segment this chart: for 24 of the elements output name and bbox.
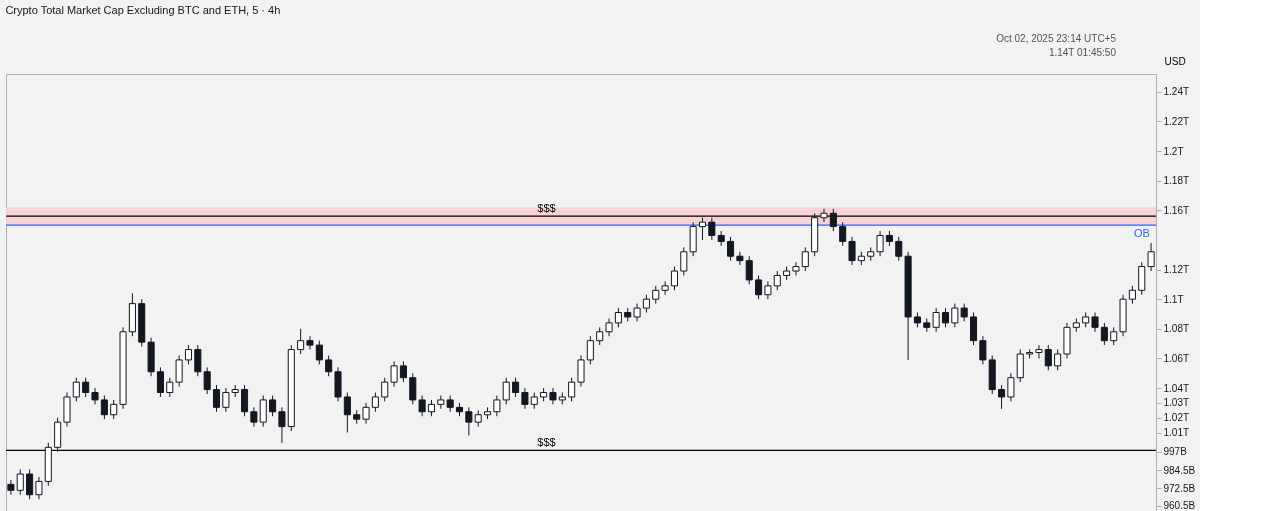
y-tick-label: 1.02T	[1163, 412, 1190, 424]
ref-line-label: $$$	[537, 202, 556, 215]
chart-title: Crypto Total Market Cap Excluding BTC and ETH, 5 · 4h	[5, 4, 281, 16]
ref-line-label: OB	[1134, 227, 1150, 240]
y-tick-label: 1.04T	[1163, 382, 1190, 394]
y-tick-label: 1.2T	[1163, 145, 1184, 157]
y-tick-label: 1.01T	[1163, 427, 1190, 439]
y-tick-label: 1.08T	[1163, 323, 1190, 335]
text: 1.14T 01:45:50	[1048, 47, 1117, 58]
ref-line-label: $$$	[537, 436, 556, 449]
y-axis-title: USD	[1164, 55, 1186, 67]
text: Oct 02, 2025 23:14 UTC+5	[996, 33, 1117, 44]
y-tick-label: 1.1T	[1163, 293, 1184, 305]
y-tick-label: 1.16T	[1163, 204, 1190, 216]
y-tick-label: 984.5B	[1163, 464, 1196, 476]
y-tick-label: 1.18T	[1163, 175, 1190, 187]
y-tick-label: 1.22T	[1163, 115, 1190, 127]
y-tick-label: 1.12T	[1163, 264, 1190, 276]
y-tick-label: 960.5B	[1163, 500, 1196, 511]
y-tick-label: 1.06T	[1163, 352, 1190, 364]
y-tick-label: 997B	[1163, 446, 1188, 458]
y-tick-label: 1.24T	[1163, 86, 1190, 98]
y-tick-label: 1.03T	[1163, 397, 1190, 409]
y-tick-label: 972.5B	[1163, 482, 1196, 494]
